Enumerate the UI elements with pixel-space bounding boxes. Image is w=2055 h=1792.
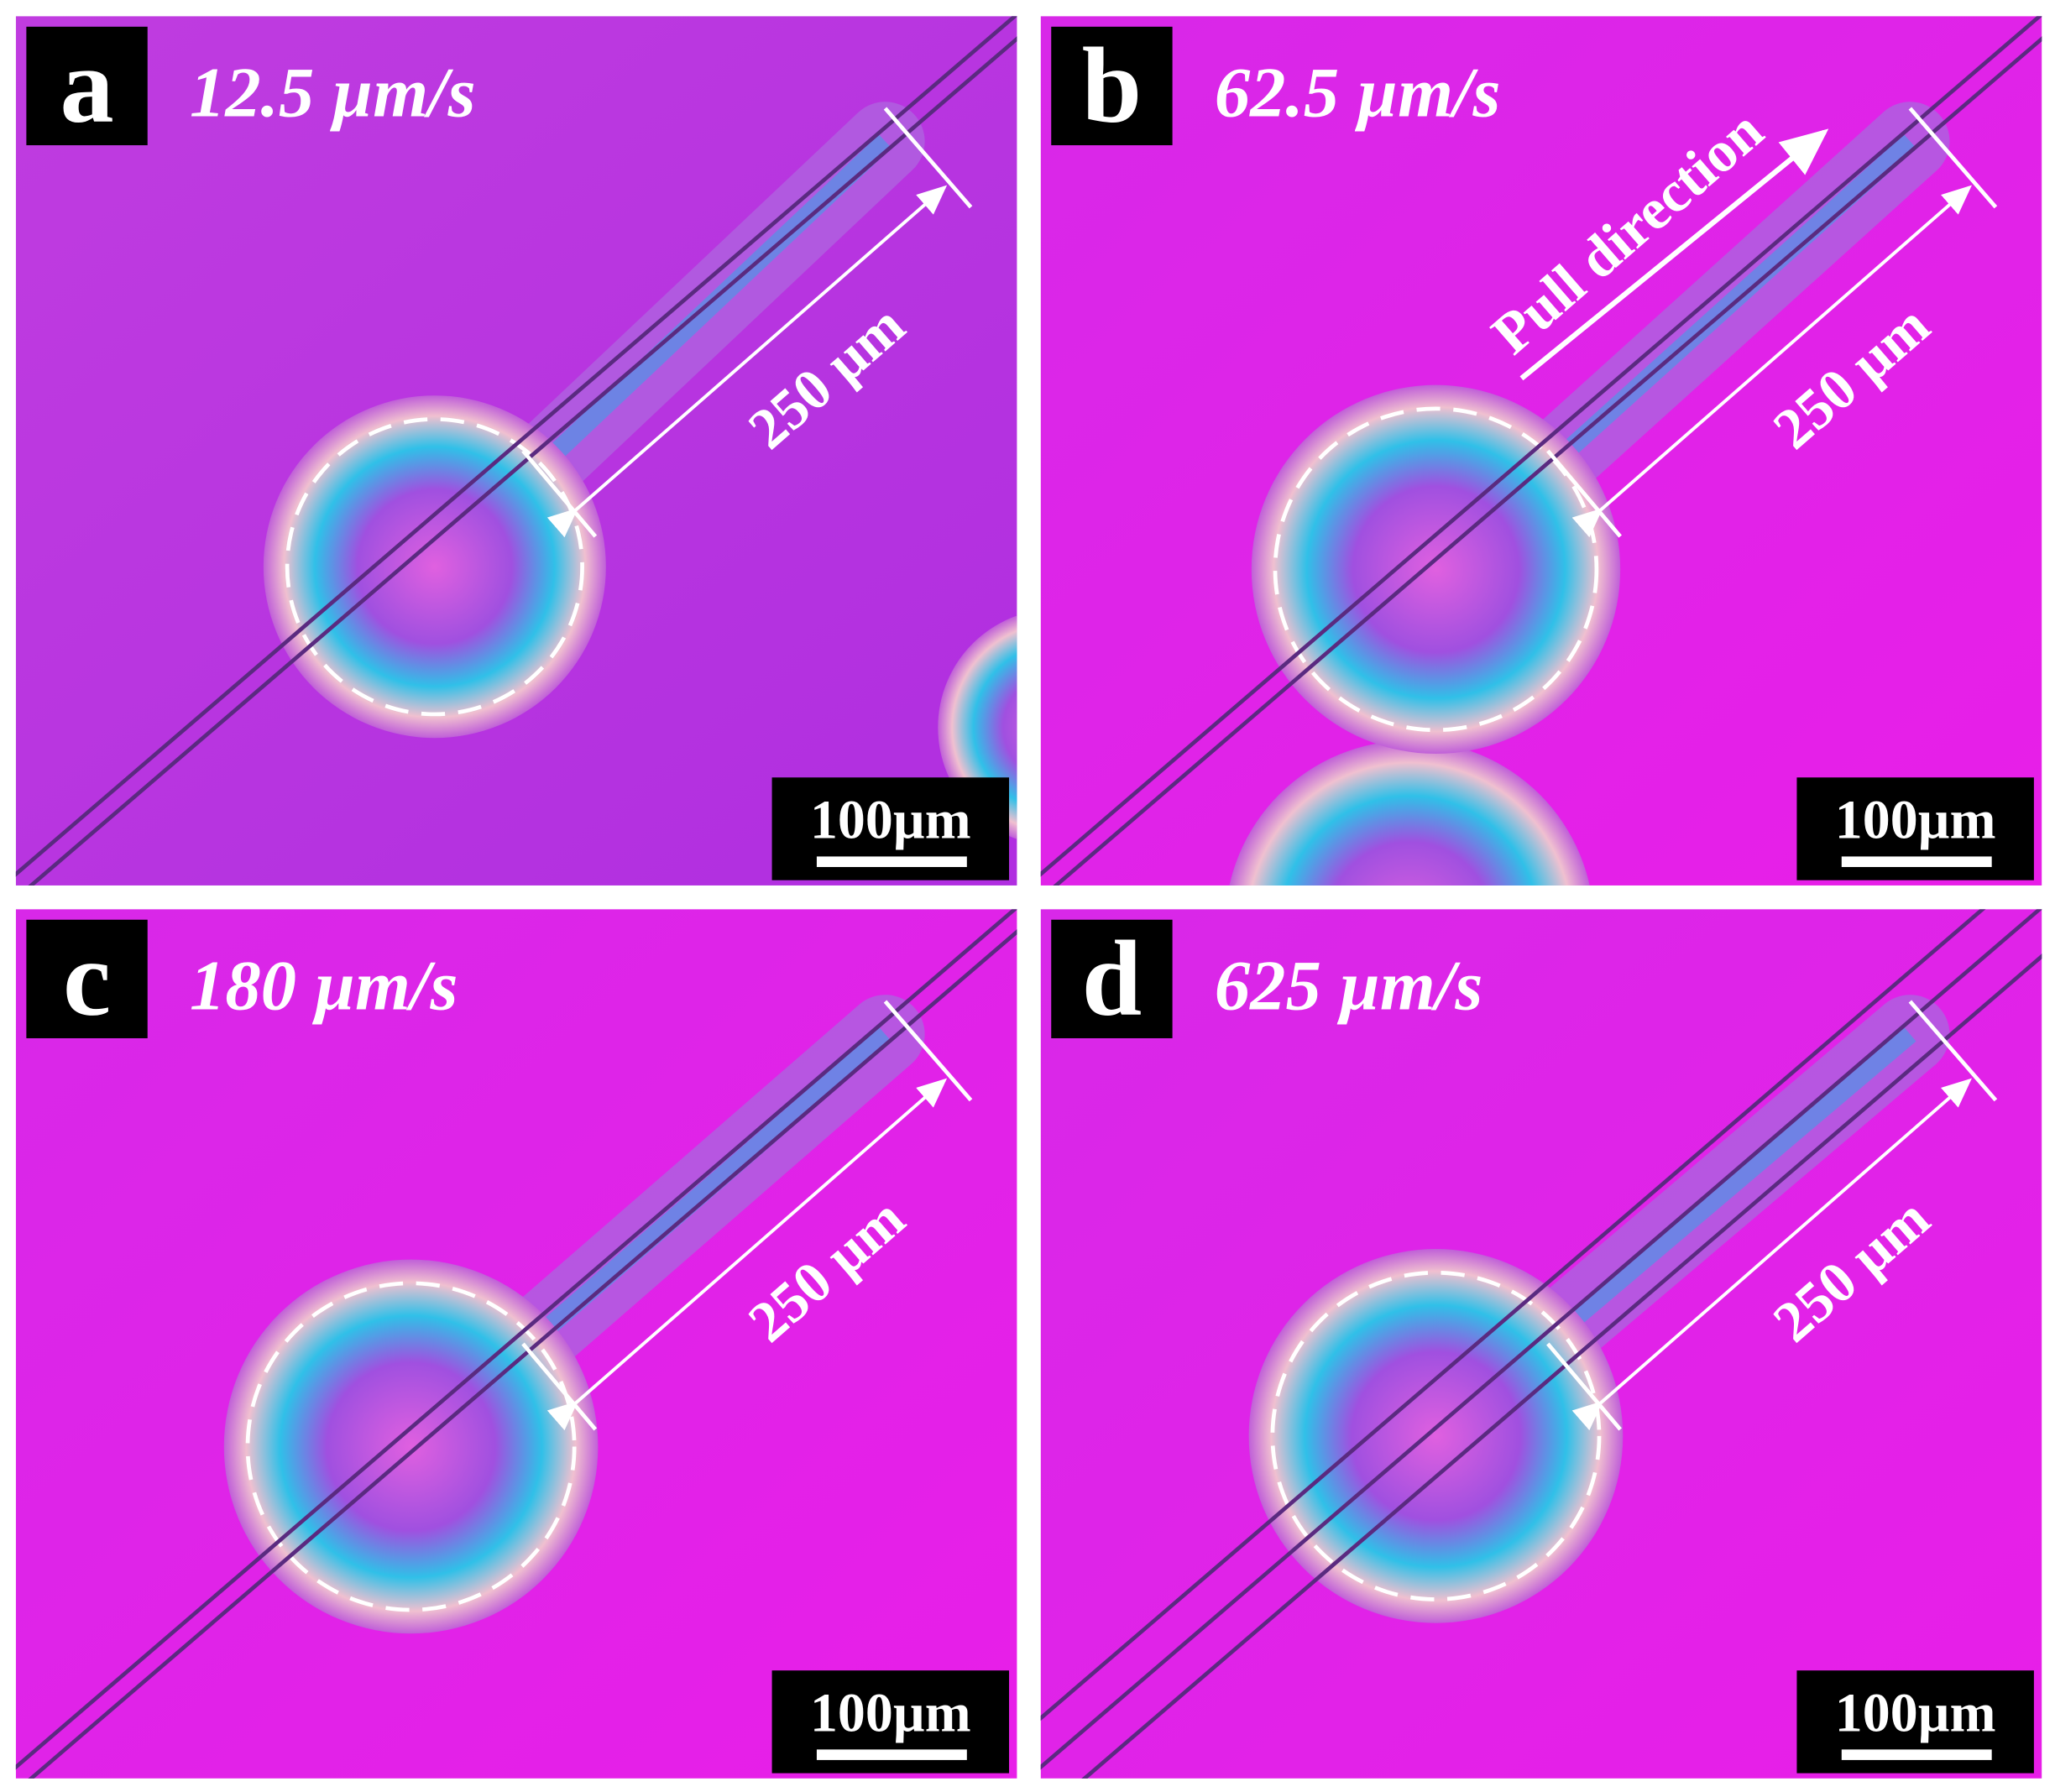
panel-letter: c — [63, 918, 111, 1038]
dashed-outline — [245, 1281, 577, 1612]
speed-label: 625 µm/s — [1215, 946, 1482, 1025]
letter-box — [26, 919, 148, 1038]
speed-label: 180 µm/s — [190, 946, 458, 1025]
panel-letter: a — [60, 25, 113, 145]
fiber — [1040, 909, 1986, 1721]
extension-line — [1908, 107, 1998, 209]
fiber — [1040, 16, 2042, 877]
speed-label: 62.5 µm/s — [1215, 54, 1501, 133]
scale-label: 100µm — [810, 1682, 971, 1743]
dimension-arrow — [1571, 1078, 1972, 1431]
scale-line — [1841, 856, 1992, 867]
droplet — [1251, 384, 1621, 755]
panel-letter: b — [1082, 25, 1143, 145]
scale-label: 100µm — [810, 789, 971, 850]
pull-arrow — [1519, 128, 1829, 381]
panel: 250 µma 12.5 µm/s 100µm — [15, 16, 1017, 886]
scale-label: 100µm — [1835, 1682, 1996, 1743]
dashed-outline — [285, 417, 584, 717]
dashed-outline — [1273, 406, 1599, 733]
extension-line — [883, 1000, 973, 1102]
letter-box — [26, 26, 148, 146]
scale-line — [816, 1749, 967, 1760]
dashed-outline — [1270, 1270, 1602, 1601]
droplet — [263, 395, 606, 739]
droplet — [223, 1259, 599, 1634]
droplet — [1229, 740, 1590, 886]
panel: 250 µmc 180 µm/s 100µm — [15, 909, 1017, 1779]
dimension-arrow — [546, 1078, 948, 1431]
image: 250 µm — [15, 16, 1017, 886]
scale-label: 100µm — [1835, 789, 1996, 850]
dimension-arrow — [1571, 185, 1972, 538]
extension-line — [1908, 1000, 1998, 1102]
image: 250 µm — [15, 909, 1017, 1779]
letter-box — [1051, 26, 1173, 146]
droplet — [1248, 1249, 1624, 1623]
fiber — [15, 909, 1017, 1770]
scale-line — [1841, 1749, 1992, 1760]
fiber — [15, 16, 1017, 877]
scale-line — [816, 856, 967, 867]
extension-line — [883, 107, 973, 209]
fiber — [1040, 909, 2042, 1770]
speed-label: 12.5 µm/s — [190, 54, 476, 133]
letter-box — [1051, 919, 1173, 1038]
panel-letter: d — [1082, 918, 1143, 1038]
fiber — [1081, 953, 2042, 1779]
panel: 250 µmd 625 µm/s 100µm — [1040, 909, 2042, 1779]
dimension-arrow — [546, 185, 948, 538]
image: 250 µm — [1040, 909, 2042, 1779]
